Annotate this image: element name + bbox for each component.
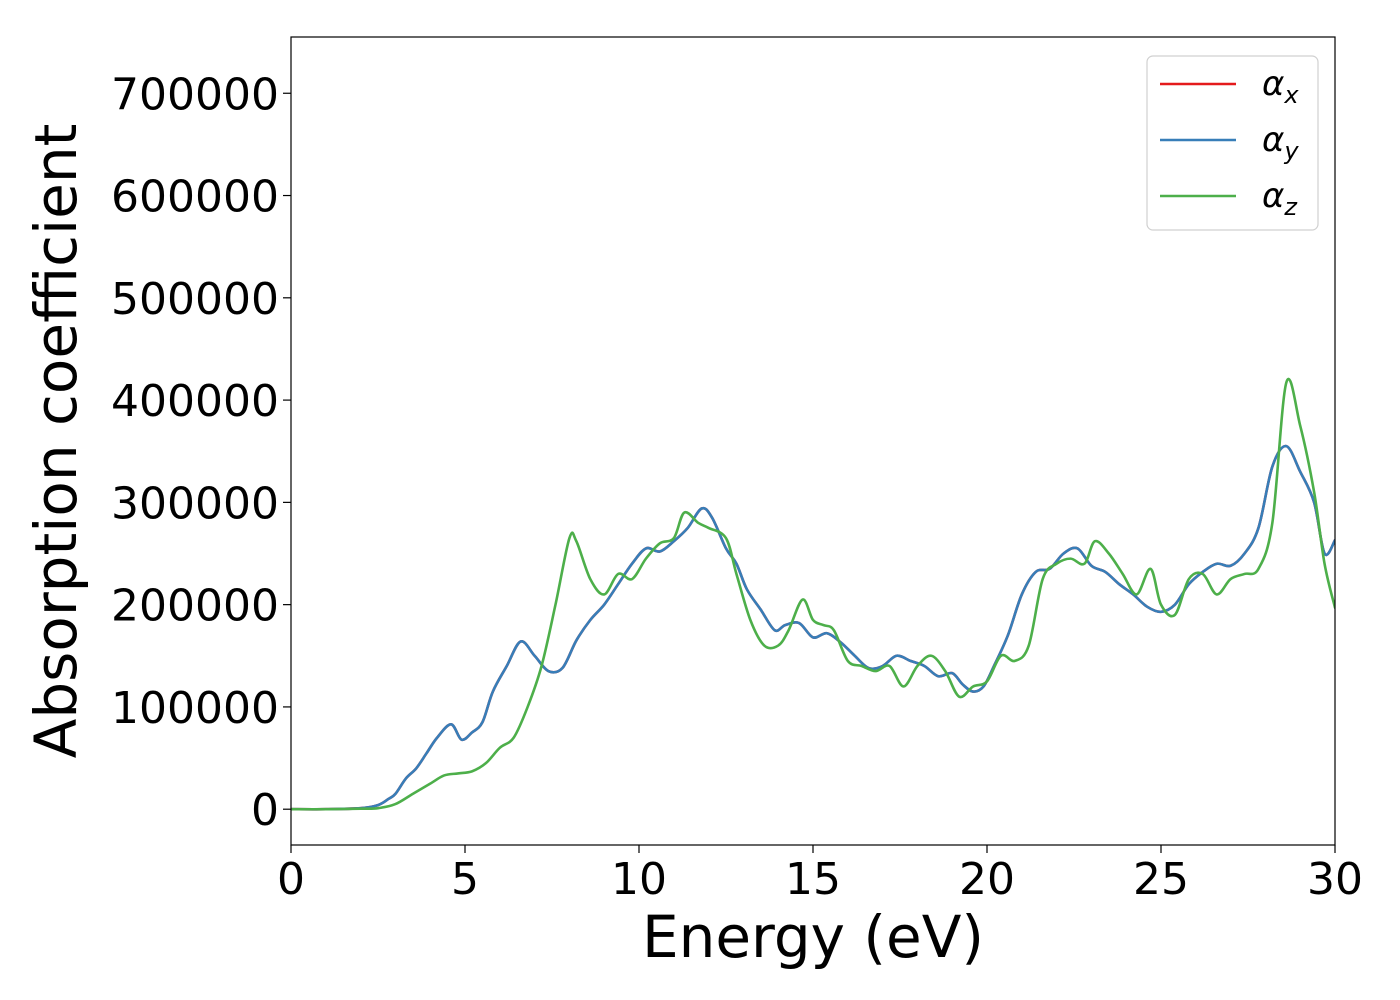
legend-label-y: αy — [1262, 120, 1299, 165]
y-axis-ticks: 0 100000 200000 300000 400000 500000 600000 700… — [111, 69, 291, 836]
y-axis-label: Absorption coefficient — [22, 124, 90, 759]
legend-frame — [1146, 55, 1319, 231]
x-tick-label: 10 — [611, 854, 667, 905]
y-tick-label: 300000 — [111, 478, 279, 529]
series-line-z — [291, 378, 1335, 811]
y-tick-label: 600000 — [111, 172, 279, 223]
series-line-y — [291, 444, 1335, 811]
x-tick-label: 30 — [1307, 854, 1363, 905]
y-tick-label: 700000 — [111, 69, 279, 120]
y-tick-label: 0 — [251, 785, 279, 836]
x-axis-label: Energy (eV) — [642, 903, 984, 971]
x-tick-label: 15 — [785, 854, 841, 905]
y-tick-label: 200000 — [111, 581, 279, 632]
y-tick-label: 500000 — [111, 274, 279, 325]
series-layer — [291, 378, 1335, 811]
legend-label-z: αz — [1262, 176, 1298, 221]
x-tick-label: 20 — [959, 854, 1015, 905]
legend-label-x: αx — [1262, 64, 1299, 109]
x-tick-label: 5 — [451, 854, 479, 905]
legend: αx αy αz — [1146, 55, 1319, 231]
y-tick-label: 400000 — [111, 376, 279, 427]
x-axis-ticks: 0 5 10 15 20 25 30 — [277, 845, 1363, 905]
x-tick-label: 25 — [1133, 854, 1189, 905]
series-line-x — [291, 444, 1335, 811]
x-tick-label: 0 — [277, 854, 305, 905]
y-tick-label: 100000 — [111, 683, 279, 734]
